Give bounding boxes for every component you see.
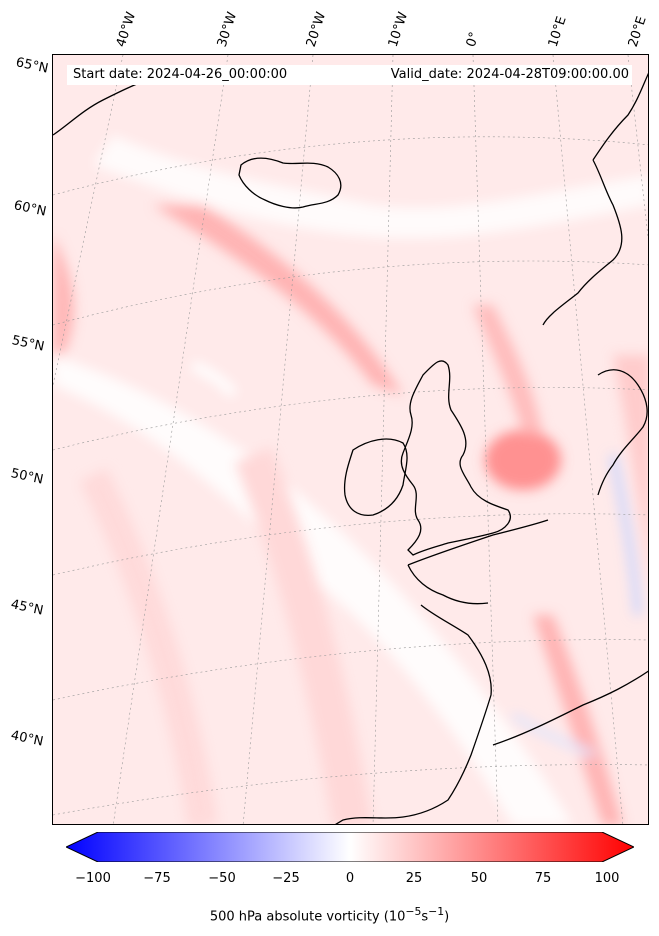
lat-label-45n: 45°N <box>9 597 45 619</box>
ireland-outline <box>343 438 408 516</box>
start-date-label: Start date: 2024-04-26_00:00:00 <box>73 67 288 82</box>
colorbar-tick-label: 0 <box>345 871 355 886</box>
north-africa-outline <box>492 670 648 746</box>
graticule <box>53 55 648 824</box>
colorbar-gradient <box>64 831 636 863</box>
map-canvas <box>53 55 648 824</box>
great-britain-outline <box>400 360 511 556</box>
lon-label-20w: 20°W <box>303 10 330 49</box>
vorticity-map <box>52 54 649 825</box>
lon-label-40w: 40°W <box>113 10 140 49</box>
lon-label-30w: 30°W <box>214 10 241 49</box>
colorbar-tick-label: 75 <box>534 871 552 886</box>
date-banner <box>67 65 632 85</box>
iceland-outline <box>238 157 342 209</box>
lon-label-10e: 10°E <box>545 14 570 50</box>
colorbar-tick-label: 100 <box>594 871 620 886</box>
vorticity-field <box>53 135 648 824</box>
iberia-france-outline <box>335 519 549 824</box>
lat-label-40n: 40°N <box>9 728 45 750</box>
colorbar-tick-label: −75 <box>143 871 171 886</box>
valid-date-label: Valid_date: 2024-04-28T09:00:00.00 <box>390 67 629 82</box>
colorbar-title: 500 hPa absolute vorticity (10−5s−1) <box>209 905 450 925</box>
denmark-outline <box>597 369 648 496</box>
colorbar <box>64 831 636 863</box>
colorbar-tick-label: 50 <box>470 871 488 886</box>
lat-label-65n: 65°N <box>14 55 50 77</box>
colorbar-tick-label: −25 <box>272 871 300 886</box>
colorbar-tick-label: −100 <box>75 871 111 886</box>
lat-label-50n: 50°N <box>9 466 45 488</box>
colorbar-tick-label: 25 <box>405 871 423 886</box>
lon-label-10w: 10°W <box>385 10 412 49</box>
colorbar-tick-label: −50 <box>208 871 236 886</box>
lat-label-60n: 60°N <box>12 198 48 220</box>
lon-label-0: 0° <box>463 30 483 49</box>
scandinavia-outline <box>542 72 648 326</box>
lon-label-20e: 20°E <box>625 14 650 50</box>
lat-label-55n: 55°N <box>10 333 46 355</box>
